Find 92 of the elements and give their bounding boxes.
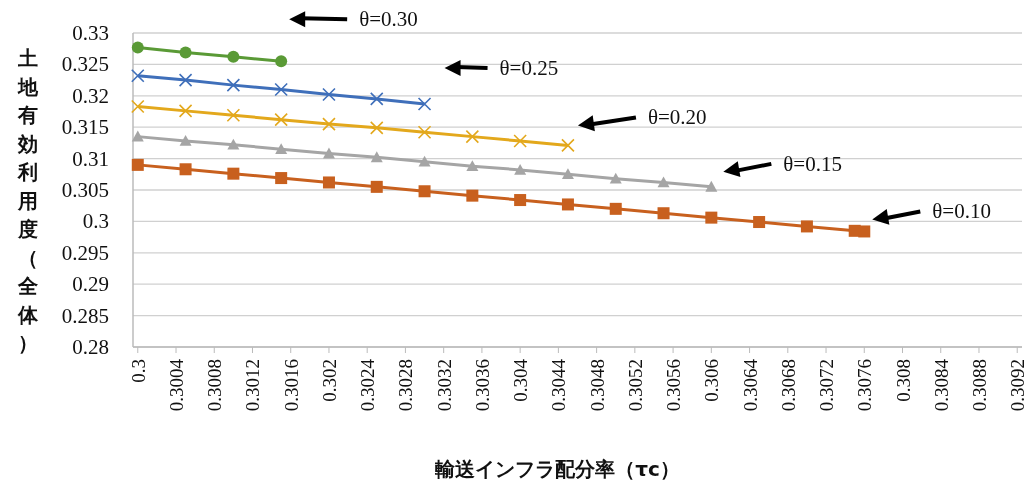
point	[369, 92, 384, 106]
point	[226, 78, 241, 92]
point	[131, 41, 144, 54]
x-tick-label: 0.308	[892, 359, 914, 402]
point	[275, 172, 288, 185]
point	[800, 220, 813, 233]
point	[705, 211, 718, 224]
x-tick-label: 0.3004	[166, 358, 188, 412]
point	[130, 68, 145, 83]
point	[417, 97, 432, 111]
x-tick-label: 0.3076	[854, 359, 876, 412]
point	[753, 216, 766, 229]
point	[370, 151, 383, 163]
y-tick-label: 0.295	[61, 240, 109, 265]
point	[418, 185, 431, 198]
point	[609, 202, 622, 215]
point	[514, 194, 527, 207]
point	[609, 172, 622, 184]
x-tick-label: 0.3088	[968, 359, 990, 412]
text: θ=0.15	[783, 151, 842, 176]
x-tick-label: 0.3064	[739, 358, 761, 412]
point	[275, 55, 288, 68]
text: θ=0.30	[359, 7, 418, 32]
x-tick-label: 0.3056	[663, 359, 685, 412]
x-tick-label: 0.3012	[242, 359, 264, 412]
y-tick-label: 0.29	[72, 272, 109, 297]
point	[466, 160, 479, 171]
point	[417, 125, 432, 140]
point	[131, 130, 144, 142]
point	[858, 225, 871, 238]
y-tick-label: 0.305	[61, 178, 109, 202]
x-tick-label: 0.3	[127, 359, 149, 383]
point	[561, 138, 575, 153]
point	[227, 167, 240, 180]
x-tick-label: 0.304	[510, 358, 532, 402]
text: 土地有効利用度（全体）	[18, 46, 38, 355]
point	[226, 108, 241, 123]
x-tick-label: 0.3028	[395, 359, 417, 412]
y-tick-label: 0.3	[82, 209, 109, 234]
y-tick-label: 0.32	[72, 83, 109, 108]
x-tick-label: 0.3032	[433, 359, 455, 412]
x-tick-label: 0.3048	[586, 359, 608, 412]
x-tick-label: 0.3084	[930, 358, 952, 412]
point	[705, 180, 718, 192]
x-tick-label: 0.306	[701, 359, 723, 402]
point	[130, 99, 145, 114]
point	[274, 82, 288, 97]
point	[657, 176, 670, 188]
point	[274, 112, 288, 127]
point	[561, 198, 574, 211]
point	[657, 207, 670, 220]
x-tick-label: 0.302	[318, 359, 340, 402]
text: θ=0.20	[647, 105, 707, 130]
point	[178, 73, 193, 87]
x-axis-title: 輸送インフラ配分率（τc）	[434, 457, 680, 481]
y-tick-label: 0.285	[61, 303, 109, 328]
point	[275, 143, 288, 154]
point	[322, 87, 336, 102]
point	[131, 158, 144, 171]
point	[561, 168, 574, 180]
point	[322, 147, 335, 159]
x-tick-label: 0.3024	[357, 358, 379, 412]
point	[513, 134, 527, 148]
point	[227, 138, 240, 150]
x-tick-label: 0.3036	[471, 359, 493, 412]
x-tick-label: 0.3008	[204, 359, 226, 412]
y-tick-label: 0.31	[72, 146, 109, 171]
y-tick-label: 0.28	[72, 335, 109, 359]
point	[178, 104, 193, 118]
y-tick-label: 0.33	[72, 21, 109, 45]
text: θ=0.25	[499, 55, 559, 80]
point	[369, 121, 384, 135]
x-tick-label: 0.3052	[624, 359, 646, 412]
point	[179, 135, 192, 146]
point	[179, 163, 192, 176]
y-tick-label: 0.315	[61, 115, 109, 140]
point	[179, 46, 192, 59]
point	[370, 180, 383, 193]
point	[322, 117, 336, 131]
point	[418, 155, 431, 167]
text: θ=0.10	[932, 199, 991, 224]
x-tick-label: 0.3068	[777, 359, 799, 412]
x-tick-label: 0.3016	[280, 359, 302, 412]
x-tick-label: 0.3044	[548, 358, 570, 412]
point	[465, 129, 480, 144]
point	[322, 176, 335, 189]
x-tick-label: 0.3092	[1007, 359, 1029, 412]
point	[514, 163, 527, 175]
point	[227, 50, 240, 63]
y-tick-label: 0.325	[61, 52, 109, 77]
x-tick-label: 0.3072	[816, 359, 838, 412]
point	[466, 189, 479, 202]
